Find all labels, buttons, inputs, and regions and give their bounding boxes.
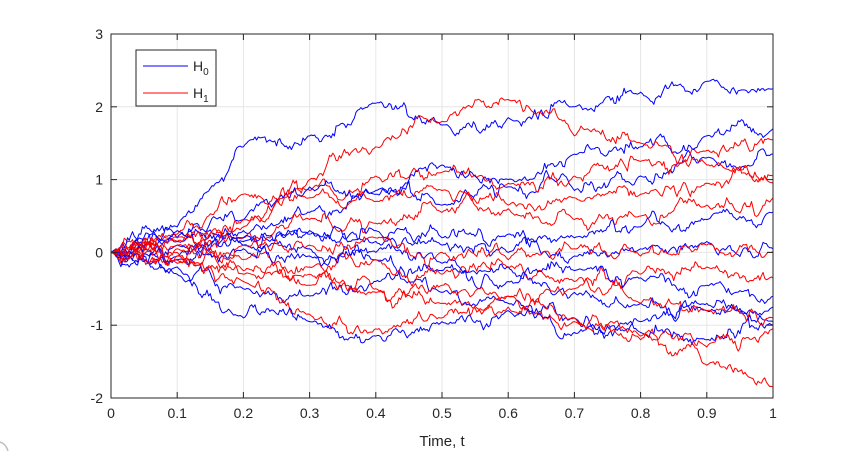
y-tick-label: 0	[95, 244, 103, 260]
y-axis: -2 -1 0 1 2 3	[91, 26, 773, 406]
y-tick-label: -1	[91, 317, 104, 333]
x-tick-label: 0.3	[300, 405, 320, 421]
series-layer	[111, 78, 773, 388]
series-line-h1	[111, 237, 773, 388]
series-line-h1	[111, 251, 773, 352]
series-line-h0	[111, 119, 773, 254]
legend-box	[135, 49, 217, 107]
x-tick-label: 0.2	[234, 405, 254, 421]
series-line-h1	[111, 237, 773, 289]
legend-label-subscript: 0	[203, 67, 209, 78]
series-line-h0	[111, 251, 773, 344]
series-line-h1	[111, 191, 773, 255]
series-line-h0	[111, 251, 773, 346]
y-tick-label: 1	[95, 172, 103, 188]
x-tick-label: 0.8	[631, 405, 651, 421]
x-tick-label: 0.5	[432, 405, 452, 421]
x-tick-label: 0	[107, 405, 115, 421]
x-tick-label: 0.1	[167, 405, 187, 421]
series-line-h0	[111, 78, 773, 254]
plot-area	[111, 78, 773, 388]
legend-label: H1	[193, 85, 209, 105]
x-tick-label: 0.6	[498, 405, 518, 421]
legend-label-base: H	[193, 58, 203, 74]
y-tick-label: -2	[91, 390, 104, 406]
series-line-h1	[111, 235, 773, 267]
x-tick-label: 0.4	[366, 405, 386, 421]
x-tick-label: 0.7	[565, 405, 585, 421]
x-tick-label: 0.9	[697, 405, 717, 421]
legend-label-subscript: 1	[203, 94, 209, 105]
x-axis-label: Time, t	[419, 433, 465, 450]
series-line-h1	[111, 138, 773, 258]
y-tick-label: 2	[95, 99, 103, 115]
series-line-h1	[111, 165, 773, 263]
corner-artifact	[0, 441, 9, 451]
y-tick-label: 3	[95, 26, 103, 42]
x-tick-label: 1	[769, 405, 777, 421]
series-line-h0	[111, 208, 773, 265]
legend-label-base: H	[193, 85, 203, 101]
x-axis: 0 0.1 0.2 0.3 0.4 0.5 0.6 0.7 0.8 0.9 1	[107, 34, 777, 421]
legend-label: H0	[193, 58, 209, 78]
series-line-h1	[111, 246, 773, 326]
